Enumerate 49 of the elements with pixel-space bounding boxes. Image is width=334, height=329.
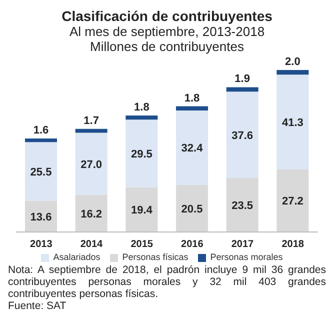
bar	[276, 74, 309, 170]
data-label: 23.5	[232, 200, 254, 212]
bar	[276, 70, 309, 75]
source-note: Fuente: SAT	[8, 300, 68, 312]
bar	[25, 142, 57, 201]
legend-label: Personas morales	[210, 252, 283, 262]
data-label: 27.2	[282, 196, 304, 208]
x-tick-label: 2017	[231, 239, 254, 250]
x-tick-label: 2013	[30, 239, 53, 250]
data-label: 1.7	[84, 114, 99, 127]
x-tick-label: 2014	[80, 239, 104, 250]
data-label: 2.0	[285, 56, 300, 68]
bar	[226, 92, 258, 178]
bar	[25, 200, 57, 232]
x-tick-label: 2016	[181, 239, 204, 250]
legend-label: Personas físicas	[122, 252, 188, 262]
data-label: 27.0	[80, 158, 102, 171]
bar	[75, 132, 108, 195]
data-label: 20.5	[181, 203, 203, 216]
bar	[226, 87, 258, 92]
bar	[126, 116, 158, 120]
data-label: 37.6	[232, 130, 254, 142]
data-label: 19.4	[130, 204, 154, 217]
bar	[276, 170, 309, 232]
data-label: 1.8	[134, 102, 150, 114]
bar	[226, 178, 258, 232]
chart-subtitle: Al mes de septiembre, 2013-2018 Millones de contribuyentes	[68, 24, 266, 54]
bar	[126, 120, 158, 188]
data-label: 1.8	[184, 92, 200, 104]
legend-label: Asalariados	[53, 252, 100, 262]
data-label: 1.6	[33, 124, 49, 136]
chart-title: Clasificación de contribuyentes	[60, 8, 274, 24]
bar	[75, 194, 108, 232]
data-label: 16.2	[80, 208, 102, 220]
bar	[176, 184, 208, 232]
data-label: 13.6	[30, 211, 52, 224]
x-tick-label: 2018	[282, 239, 304, 250]
data-label: 25.5	[30, 166, 52, 178]
bar	[25, 138, 57, 142]
bar	[176, 106, 208, 110]
x-tick-label: 2015	[130, 239, 154, 250]
bar	[75, 128, 108, 133]
text: Nota: A septiembre de 2018, el padrón incluye 9 mil 36 grandes contribuyentes personas morales y 32 mil 403 grandes contribuyentes personas físicas.	[8, 264, 326, 300]
data-label: 32.4	[181, 142, 204, 155]
data-label: 1.9	[234, 73, 250, 86]
bar	[176, 110, 208, 185]
data-label: 41.3	[282, 117, 304, 130]
bar	[126, 187, 158, 232]
data-label: 29.5	[130, 148, 152, 161]
